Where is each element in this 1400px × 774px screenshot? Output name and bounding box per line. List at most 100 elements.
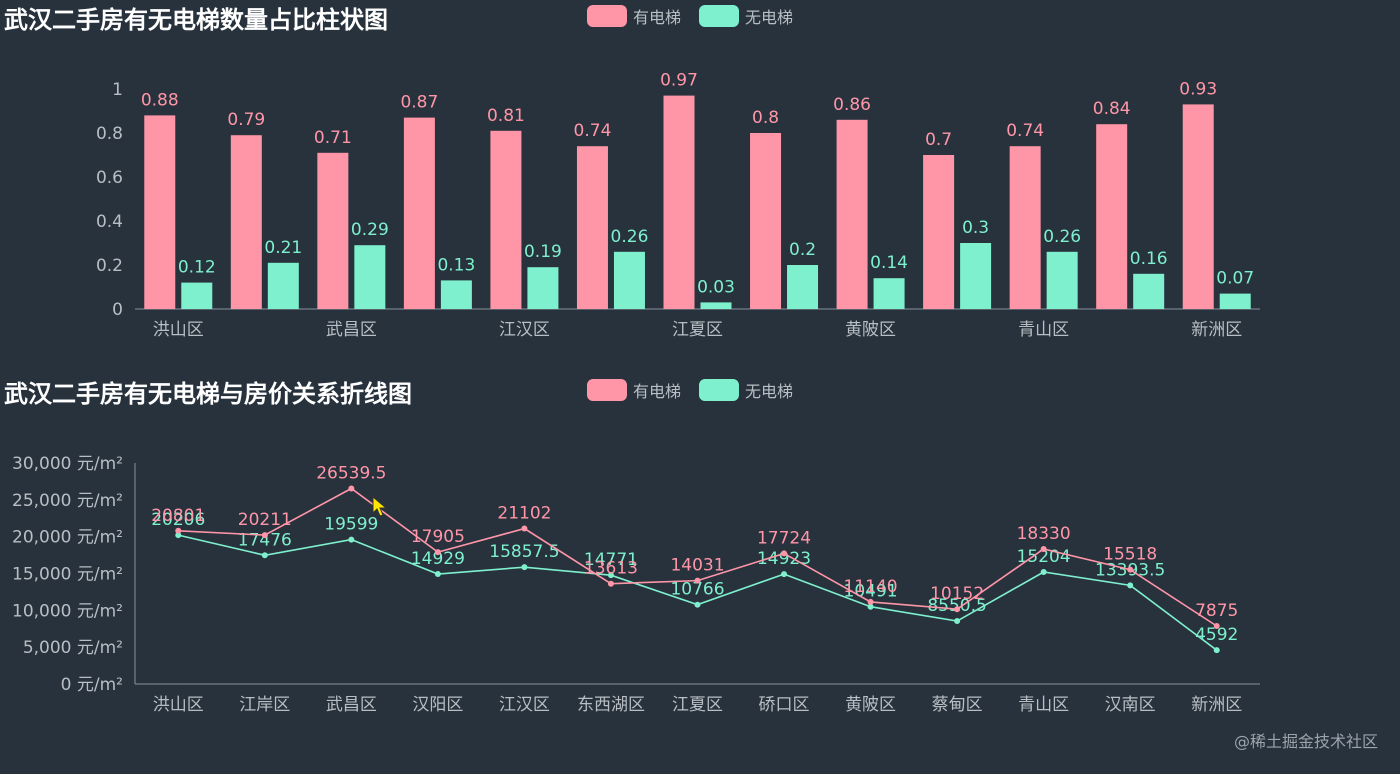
y-tick-label: 0.8: [96, 124, 123, 144]
data-label-without-elevator: 0.12: [178, 258, 216, 278]
data-point-without-elevator: [954, 618, 961, 625]
bar-with-elevator: [230, 135, 262, 309]
data-label-with-elevator: 0.86: [833, 95, 871, 115]
data-label-with-elevator: 0.74: [574, 121, 612, 141]
data-label-with-elevator: 14031: [670, 556, 724, 576]
bar-with-elevator: [663, 95, 695, 309]
data-point-with-elevator: [434, 549, 441, 556]
data-label-with-elevator: 15518: [1103, 545, 1157, 565]
bar-with-elevator: [923, 155, 955, 309]
data-label-without-elevator: 10766: [670, 580, 724, 600]
bar-with-elevator: [750, 133, 782, 309]
data-label-without-elevator: 0.2: [789, 240, 816, 260]
data-point-without-elevator: [261, 552, 268, 559]
bar-with-elevator: [1096, 124, 1128, 309]
bar-without-elevator: [1133, 273, 1165, 309]
data-label-without-elevator: 0.07: [1216, 269, 1254, 289]
data-point-without-elevator: [1213, 647, 1220, 654]
legend-without-elevator-2[interactable]: 无电梯: [699, 378, 793, 402]
line-chart-legend: 有电梯 无电梯: [587, 378, 793, 402]
data-label-without-elevator: 0.21: [264, 238, 302, 258]
data-label-with-elevator: 20801: [151, 506, 205, 526]
data-label-with-elevator: 0.87: [400, 93, 438, 113]
bar-without-elevator: [440, 280, 472, 309]
y-tick-label: 1: [112, 80, 123, 100]
data-label-without-elevator: 0.19: [524, 242, 562, 262]
watermark: @稀土掘金技术社区: [1233, 732, 1378, 751]
bar-without-elevator: [873, 278, 905, 309]
data-point-without-elevator: [867, 603, 874, 610]
bar-with-elevator: [490, 130, 522, 309]
data-label-without-elevator: 0.14: [870, 253, 908, 273]
data-label-with-elevator: 0.71: [314, 128, 352, 148]
data-label-with-elevator: 21102: [497, 504, 551, 524]
y-tick-label: 0 元/m²: [61, 675, 123, 695]
data-point-with-elevator: [867, 598, 874, 605]
bar-chart-legend: 有电梯 无电梯: [587, 4, 793, 28]
legend-label-with-elevator-2: 有电梯: [633, 382, 682, 401]
data-label-without-elevator: 15857.5: [489, 542, 559, 562]
x-tick-label: 黄陂区: [845, 695, 896, 715]
legend-with-elevator-2[interactable]: 有电梯: [587, 378, 681, 402]
x-tick-label: 洪山区: [153, 320, 204, 340]
data-label-without-elevator: 0.3: [962, 218, 989, 238]
legend-with-elevator[interactable]: 有电梯: [587, 4, 681, 28]
data-label-with-elevator: 0.81: [487, 106, 525, 126]
bar-chart: 00.20.40.60.810.880.12洪山区0.790.210.710.2…: [96, 71, 1260, 340]
data-point-without-elevator: [434, 571, 441, 578]
data-label-without-elevator: 14923: [757, 549, 811, 569]
bar-without-elevator: [700, 302, 732, 309]
data-point-with-elevator: [175, 527, 182, 534]
legend-without-elevator[interactable]: 无电梯: [699, 4, 793, 28]
data-label-without-elevator: 14771: [584, 550, 638, 570]
y-tick-label: 0.4: [96, 212, 123, 232]
data-point-with-elevator: [261, 532, 268, 539]
data-point-without-elevator: [694, 601, 701, 608]
bar-chart-title: 武汉二手房有无电梯数量占比柱状图: [4, 6, 388, 34]
data-point-with-elevator: [954, 606, 961, 613]
bar-without-elevator: [527, 267, 559, 309]
data-point-without-elevator: [348, 536, 355, 543]
x-tick-label: 洪山区: [153, 695, 204, 715]
x-tick-label: 青山区: [1018, 695, 1069, 715]
data-label-with-elevator: 17905: [411, 527, 465, 547]
bar-without-elevator: [1046, 251, 1078, 309]
data-label-with-elevator: 0.97: [660, 71, 698, 91]
data-label-with-elevator: 0.8: [752, 108, 779, 128]
data-label-with-elevator: 0.79: [227, 110, 265, 130]
y-tick-label: 0.2: [96, 256, 123, 276]
data-point-without-elevator: [175, 532, 182, 539]
x-tick-label: 江汉区: [499, 320, 550, 340]
x-tick-label: 武昌区: [326, 695, 377, 715]
data-label-without-elevator: 0.13: [437, 255, 475, 275]
y-tick-label: 0: [112, 300, 123, 320]
data-point-with-elevator: [781, 550, 788, 557]
data-point-without-elevator: [1127, 582, 1134, 589]
data-point-with-elevator: [1213, 622, 1220, 629]
y-tick-label: 30,000 元/m²: [12, 454, 123, 474]
data-label-with-elevator: 17724: [757, 528, 811, 548]
data-label-without-elevator: 20206: [151, 510, 205, 530]
x-tick-label: 汉阳区: [412, 695, 463, 715]
data-point-with-elevator: [607, 580, 614, 587]
bar-with-elevator: [317, 152, 349, 309]
data-point-with-elevator: [348, 485, 355, 492]
bar-with-elevator: [836, 119, 868, 309]
legend-swatch-without-elevator-2: [699, 379, 740, 401]
x-tick-label: 新洲区: [1191, 695, 1242, 715]
data-label-with-elevator: 7875: [1195, 601, 1238, 621]
bar-without-elevator: [1219, 293, 1251, 309]
data-point-without-elevator: [607, 572, 614, 579]
data-label-with-elevator: 10152: [930, 584, 984, 604]
data-label-with-elevator: 18330: [1017, 524, 1071, 544]
x-tick-label: 黄陂区: [845, 320, 896, 340]
bar-with-elevator: [1009, 146, 1041, 309]
bar-without-elevator: [613, 251, 645, 309]
mouse-cursor-icon: [372, 496, 388, 517]
data-label-without-elevator: 19599: [324, 515, 378, 535]
data-label-without-elevator: 0.03: [697, 277, 735, 297]
line-chart-title: 武汉二手房有无电梯与房价关系折线图: [4, 380, 412, 408]
x-tick-label: 硚口区: [759, 695, 810, 715]
bar-without-elevator: [354, 245, 386, 309]
